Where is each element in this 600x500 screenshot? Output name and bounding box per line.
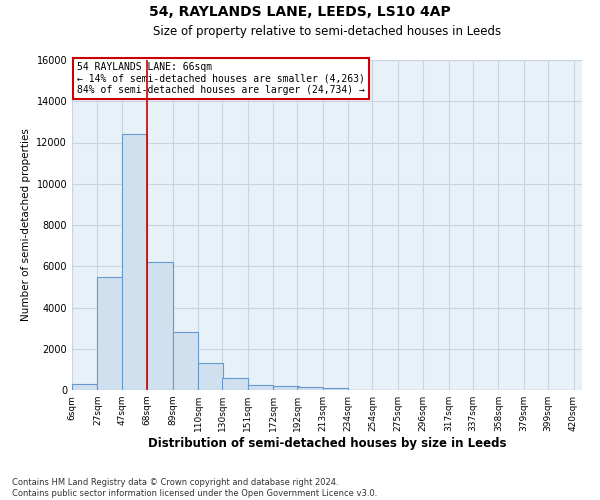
Bar: [72, 384, 97, 390]
Bar: [248, 385, 273, 390]
X-axis label: Distribution of semi-detached houses by size in Leeds: Distribution of semi-detached houses by …: [148, 437, 506, 450]
Text: 54 RAYLANDS LANE: 66sqm
← 14% of semi-detached houses are smaller (4,263)
84% of: 54 RAYLANDS LANE: 66sqm ← 14% of semi-de…: [77, 62, 365, 95]
Bar: [273, 386, 299, 390]
Bar: [198, 363, 223, 390]
Bar: [298, 387, 323, 390]
Text: Contains HM Land Registry data © Crown copyright and database right 2024.
Contai: Contains HM Land Registry data © Crown c…: [12, 478, 377, 498]
Bar: [97, 276, 123, 390]
Bar: [122, 134, 147, 390]
Text: 54, RAYLANDS LANE, LEEDS, LS10 4AP: 54, RAYLANDS LANE, LEEDS, LS10 4AP: [149, 5, 451, 19]
Title: Size of property relative to semi-detached houses in Leeds: Size of property relative to semi-detach…: [153, 25, 501, 38]
Bar: [323, 388, 348, 390]
Bar: [173, 332, 198, 390]
Y-axis label: Number of semi-detached properties: Number of semi-detached properties: [21, 128, 31, 322]
Bar: [147, 262, 173, 390]
Bar: [222, 378, 248, 390]
